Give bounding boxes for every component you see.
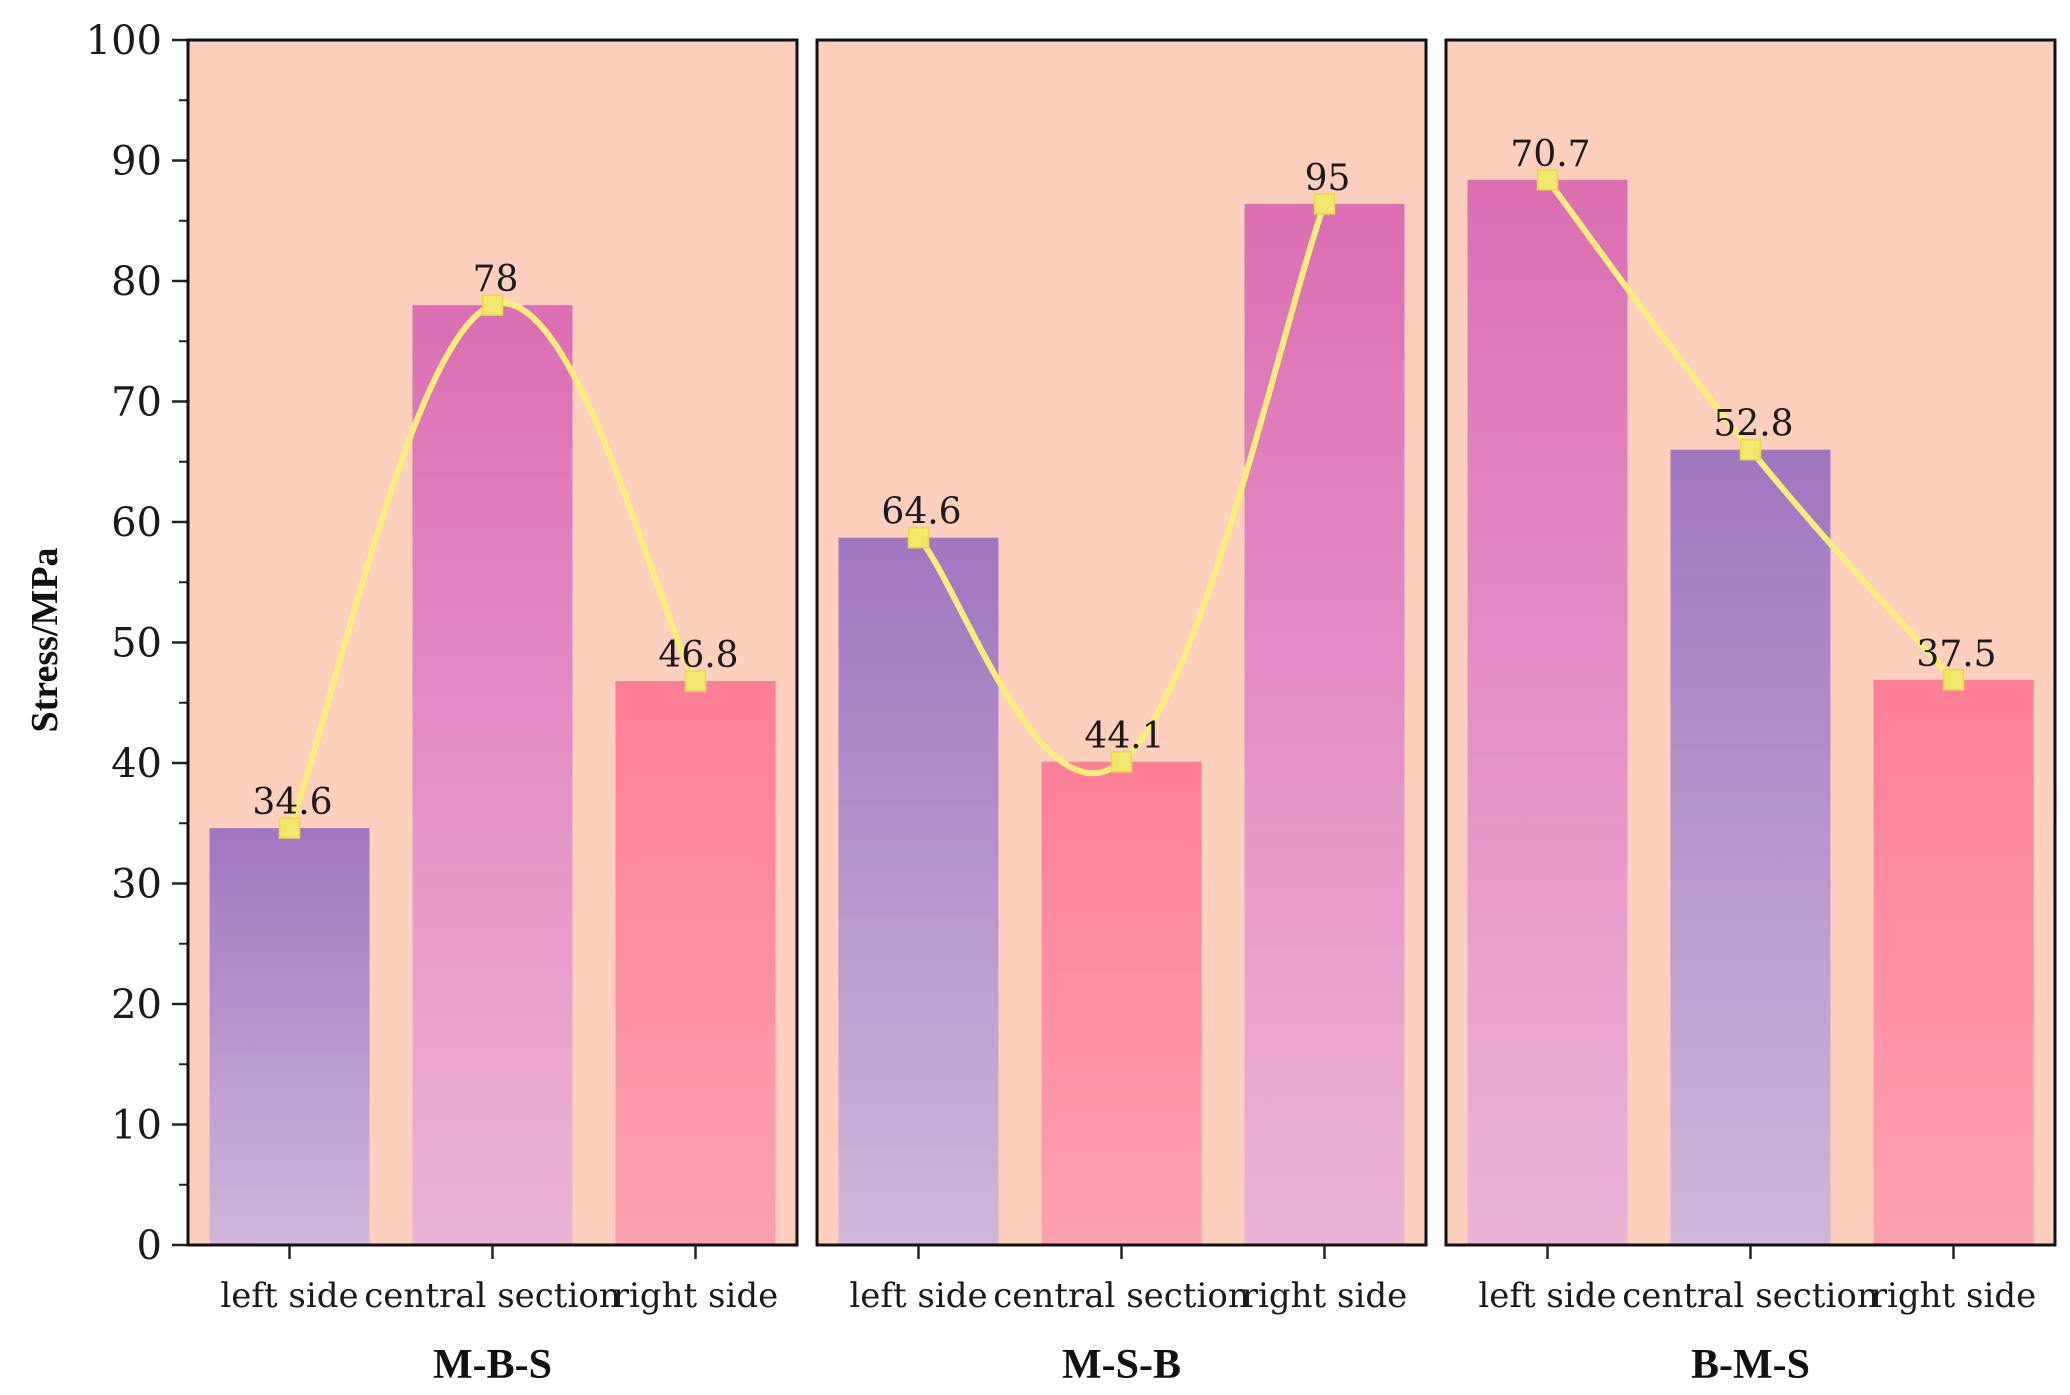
y-tick-label: 50 bbox=[111, 621, 162, 667]
data-label: 70.7 bbox=[1510, 134, 1590, 175]
y-tick-label: 30 bbox=[111, 862, 162, 908]
bar-2-panel-1 bbox=[412, 305, 573, 1246]
y-tick-label: 40 bbox=[111, 741, 162, 787]
y-tick-label: 0 bbox=[137, 1223, 162, 1269]
y-tick-label: 70 bbox=[111, 380, 162, 426]
bar-2-panel-3 bbox=[1670, 449, 1831, 1245]
line-marker bbox=[684, 670, 707, 692]
data-label: 34.6 bbox=[252, 782, 332, 823]
bar-3-panel-3 bbox=[1873, 679, 2034, 1245]
line-marker bbox=[1313, 193, 1336, 215]
line-marker bbox=[907, 526, 930, 549]
x-category-label: central section bbox=[1622, 1276, 1878, 1316]
y-tick-label: 60 bbox=[111, 500, 162, 546]
y-tick-label: 80 bbox=[111, 259, 162, 305]
data-label: 52.8 bbox=[1713, 404, 1793, 445]
line-marker bbox=[1739, 438, 1762, 461]
line-marker bbox=[1536, 169, 1559, 191]
bars bbox=[209, 179, 2034, 1246]
panel-title: M-B-S bbox=[433, 1342, 552, 1388]
y-tick-label: 90 bbox=[111, 139, 162, 185]
y-tick-label: 20 bbox=[111, 982, 162, 1028]
bar-2-panel-2 bbox=[1041, 761, 1202, 1245]
data-label: 37.5 bbox=[1916, 634, 1996, 675]
data-label: 78 bbox=[473, 259, 519, 300]
x-category-label: right side bbox=[1871, 1276, 2036, 1316]
x-category-label: left side bbox=[849, 1276, 987, 1316]
x-category-label: right side bbox=[1242, 1276, 1407, 1316]
trend-lines bbox=[278, 169, 1965, 839]
x-category-label: left side bbox=[220, 1276, 358, 1316]
data-label: 46.8 bbox=[658, 635, 738, 676]
bar-3-panel-2 bbox=[1244, 203, 1405, 1245]
x-category-label: left side bbox=[1478, 1276, 1616, 1316]
x-category-label: right side bbox=[613, 1276, 778, 1316]
y-axis-label: Stress/MPa bbox=[24, 547, 66, 732]
y-tick-label: 10 bbox=[111, 1103, 162, 1149]
axes bbox=[172, 38, 2057, 1259]
bar-1-panel-2 bbox=[838, 537, 999, 1245]
bar-1-panel-1 bbox=[209, 828, 370, 1245]
line-marker bbox=[1942, 669, 1965, 691]
line-marker bbox=[278, 817, 301, 839]
data-label: 64.6 bbox=[881, 492, 961, 533]
x-category-label: central section bbox=[364, 1276, 620, 1316]
data-label: 44.1 bbox=[1084, 716, 1164, 757]
y-tick-label: 100 bbox=[86, 18, 162, 64]
bar-1-panel-3 bbox=[1467, 179, 1628, 1245]
panel-title: M-S-B bbox=[1062, 1342, 1181, 1388]
line-marker bbox=[1110, 751, 1133, 773]
panel-title: B-M-S bbox=[1691, 1342, 1810, 1388]
x-category-label: central section bbox=[993, 1276, 1249, 1316]
bar-3-panel-1 bbox=[615, 681, 776, 1245]
line-marker bbox=[481, 294, 504, 316]
data-label: 95 bbox=[1305, 158, 1351, 199]
